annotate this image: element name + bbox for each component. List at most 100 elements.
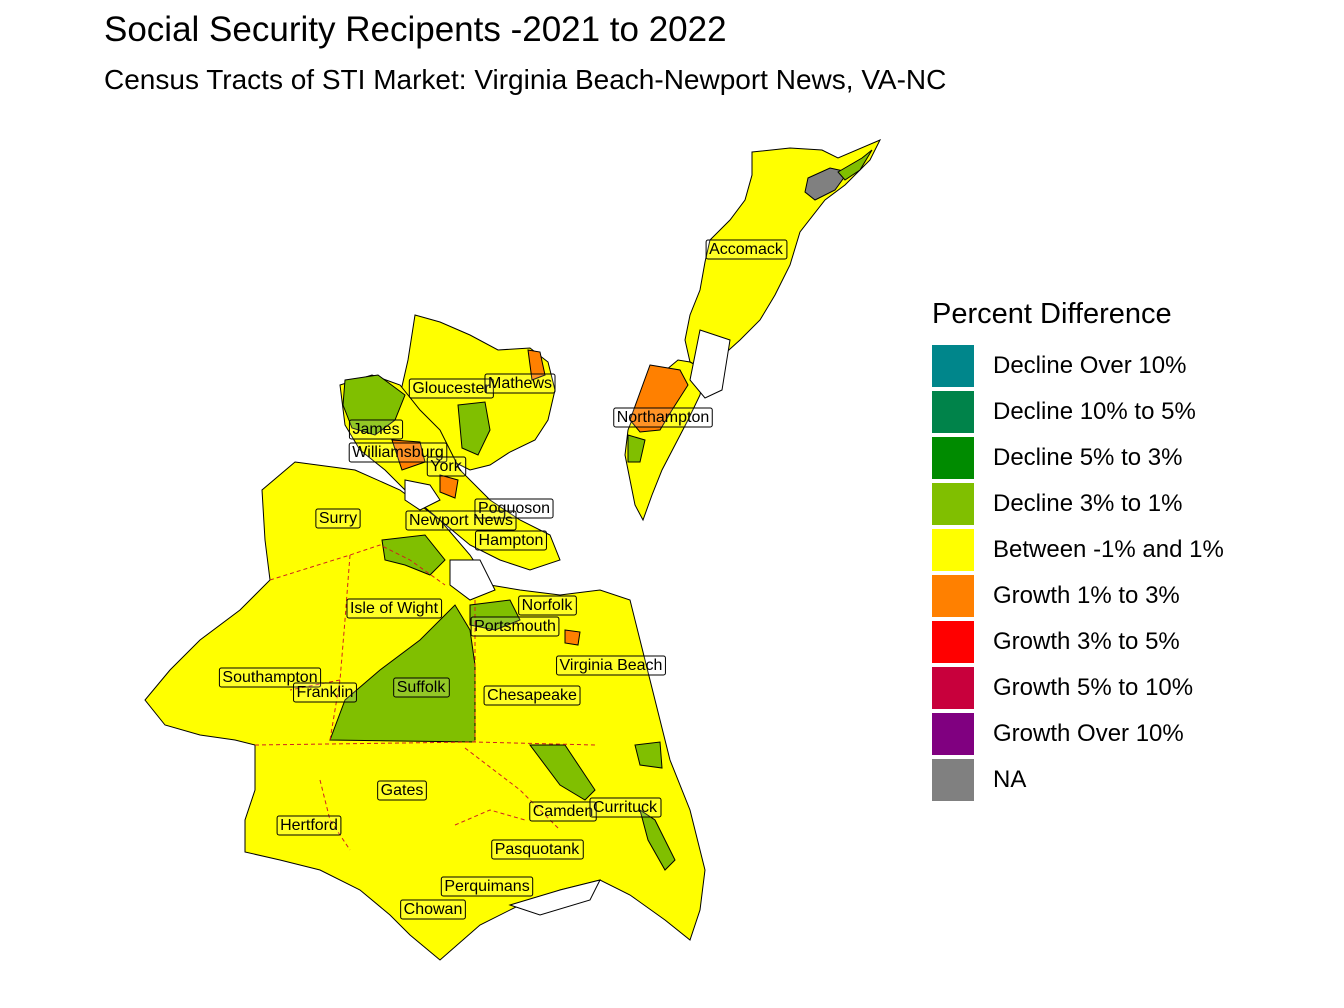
county-label: Perquimans bbox=[440, 876, 534, 897]
suffolk-decline-tract bbox=[329, 604, 476, 743]
county-label-box bbox=[426, 456, 467, 477]
county-label-text: Gates bbox=[381, 782, 424, 799]
county-label-text: Gloucester bbox=[412, 380, 490, 397]
accomack-na-tracts bbox=[804, 167, 849, 201]
county-label-text: Southampton bbox=[222, 669, 317, 686]
county-label-text: Northampton bbox=[617, 409, 710, 426]
chesapeake-growth-tract bbox=[564, 629, 581, 646]
county-label-text: Currituck bbox=[593, 799, 658, 816]
county-label-text: Poquoson bbox=[478, 500, 550, 517]
county-label-text: Surry bbox=[319, 510, 357, 527]
county-label: Poquoson bbox=[474, 498, 554, 519]
water-areas bbox=[404, 329, 731, 916]
legend-title: Percent Difference bbox=[932, 298, 1172, 330]
county-label-box bbox=[348, 419, 404, 440]
legend-item: Decline 5% to 3% bbox=[932, 435, 1224, 481]
county-label-text: Suffolk bbox=[397, 679, 447, 696]
county-label-text: Portsmouth bbox=[474, 618, 556, 635]
county-label: Pasquotank bbox=[491, 839, 584, 860]
county-label-text: Perquimans bbox=[444, 878, 529, 895]
currituck-decline-tract bbox=[639, 808, 676, 871]
county-label-box bbox=[483, 685, 581, 706]
county-label: Mathews bbox=[484, 373, 556, 394]
northampton-growth-tract bbox=[629, 364, 689, 433]
county-label-box bbox=[393, 677, 450, 698]
legend-item: Decline 3% to 1% bbox=[932, 481, 1224, 527]
map-title: Social Security Recipents -2021 to 2022 bbox=[104, 10, 727, 49]
county-label: Newport News bbox=[405, 510, 517, 531]
legend-item: Growth 5% to 10% bbox=[932, 665, 1224, 711]
county-label: Chesapeake bbox=[483, 685, 581, 706]
county-label-text: Accomack bbox=[709, 241, 784, 258]
county-label-box bbox=[218, 667, 322, 688]
county-label-text: Hampton bbox=[479, 532, 544, 549]
legend-item: Decline 10% to 5% bbox=[932, 389, 1224, 435]
county-label-box bbox=[348, 442, 448, 463]
county-label: Currituck bbox=[589, 797, 662, 818]
county-label: Portsmouth bbox=[470, 616, 560, 637]
york-growth-tract bbox=[439, 474, 459, 499]
legend-item: NA bbox=[932, 757, 1224, 803]
virginia-beach-decline-tract bbox=[634, 741, 663, 769]
county-label-text: Mathews bbox=[488, 375, 552, 392]
james-york-tracts bbox=[339, 374, 561, 571]
legend-label: Decline 3% to 1% bbox=[993, 490, 1183, 517]
county-label-box bbox=[405, 510, 517, 531]
legend-swatch bbox=[932, 575, 974, 617]
county-label-box bbox=[400, 899, 466, 920]
county-label-text: Franklin bbox=[297, 684, 354, 701]
county-label-text: Chowan bbox=[404, 901, 463, 918]
county-label-text: Newport News bbox=[409, 512, 513, 529]
county-label: Gates bbox=[377, 780, 427, 801]
southside-region bbox=[144, 461, 706, 961]
legend-label: Decline 10% to 5% bbox=[993, 398, 1196, 425]
county-label-box bbox=[613, 407, 713, 428]
legend-label: NA bbox=[993, 766, 1027, 793]
county-label-text: Chesapeake bbox=[487, 687, 577, 704]
county-label: Accomack bbox=[705, 239, 788, 260]
county-label-text: Norfolk bbox=[522, 597, 574, 614]
legend-swatch bbox=[932, 391, 974, 433]
county-label-text: Camden bbox=[533, 803, 593, 820]
chesapeake-decline-tract bbox=[529, 744, 596, 801]
northampton-decline-tract bbox=[627, 434, 646, 463]
county-label-text: Hertford bbox=[280, 817, 338, 834]
map-subtitle: Census Tracts of STI Market: Virginia Be… bbox=[104, 64, 947, 95]
legend-label: Growth Over 10% bbox=[993, 720, 1184, 747]
county-label: York bbox=[426, 456, 467, 477]
legend-swatch bbox=[932, 437, 974, 479]
county-label-box bbox=[470, 616, 560, 637]
county-label: Williamsburg bbox=[348, 442, 448, 463]
county-label-text: Isle of Wight bbox=[350, 600, 439, 617]
legend-item: Between -1% and 1% bbox=[932, 527, 1224, 573]
county-label-box bbox=[315, 508, 361, 529]
county-label: Norfolk bbox=[518, 595, 577, 616]
county-label: Surry bbox=[315, 508, 361, 529]
county-label: Hampton bbox=[475, 530, 547, 551]
legend-label: Between -1% and 1% bbox=[993, 536, 1224, 563]
legend-swatch bbox=[932, 759, 974, 801]
county-label-text: Pasquotank bbox=[495, 841, 581, 858]
legend-label: Decline Over 10% bbox=[993, 352, 1187, 379]
legend-swatch bbox=[932, 667, 974, 709]
county-label-text: York bbox=[430, 458, 462, 475]
county-label: Southampton bbox=[218, 667, 322, 688]
county-label-box bbox=[589, 797, 662, 818]
county-label-text: Virginia Beach bbox=[560, 657, 663, 674]
legend-label: Growth 3% to 5% bbox=[993, 628, 1180, 655]
county-label: Franklin bbox=[293, 682, 357, 703]
legend-label: Growth 1% to 3% bbox=[993, 582, 1180, 609]
county-label-text: James bbox=[352, 421, 399, 438]
county-label-box bbox=[293, 682, 357, 703]
legend-item: Growth 3% to 5% bbox=[932, 619, 1224, 665]
county-label-box bbox=[346, 598, 443, 619]
isle-of-wight-decline-tract bbox=[381, 534, 446, 576]
legend-label: Decline 5% to 3% bbox=[993, 444, 1183, 471]
eastern-shore-region bbox=[624, 139, 882, 522]
legend-item: Growth 1% to 3% bbox=[932, 573, 1224, 619]
legend-items: Decline Over 10% Decline 10% to 5% Decline… bbox=[932, 343, 1224, 803]
county-label-box bbox=[276, 815, 342, 836]
county-boundaries bbox=[254, 544, 596, 851]
